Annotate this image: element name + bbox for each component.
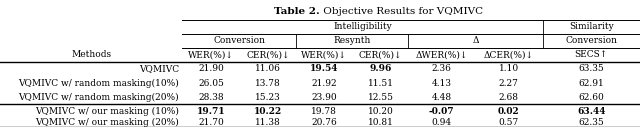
Text: VQMIVC w/ our masking (10%): VQMIVC w/ our masking (10%) [35,107,179,116]
Text: 9.96: 9.96 [369,64,392,73]
Text: 4.48: 4.48 [431,93,452,102]
Text: VQMIVC: VQMIVC [139,64,179,73]
Text: 19.71: 19.71 [197,107,225,116]
Text: 26.05: 26.05 [198,79,224,88]
Text: 13.78: 13.78 [255,79,281,88]
Text: 28.38: 28.38 [198,93,224,102]
Text: WER(%)↓: WER(%)↓ [301,50,347,59]
Text: 10.81: 10.81 [367,118,394,127]
Text: 0.02: 0.02 [498,107,520,116]
Text: ΔCER(%)↓: ΔCER(%)↓ [484,50,534,59]
Text: CER(%)↓: CER(%)↓ [359,50,402,59]
Text: VQMIVC w/ random masking(10%): VQMIVC w/ random masking(10%) [19,79,179,88]
Text: 20.76: 20.76 [311,118,337,127]
Text: 21.90: 21.90 [198,64,224,73]
Text: 19.54: 19.54 [310,64,339,73]
Text: 21.92: 21.92 [311,79,337,88]
Text: 11.06: 11.06 [255,64,281,73]
Text: Objective Results for VQMIVC: Objective Results for VQMIVC [320,7,483,16]
Text: VQMIVC w/ our masking (20%): VQMIVC w/ our masking (20%) [35,118,179,127]
Text: 0.94: 0.94 [431,118,452,127]
Text: 15.23: 15.23 [255,93,281,102]
Text: 62.91: 62.91 [579,79,604,88]
Text: CER(%)↓: CER(%)↓ [246,50,289,59]
Text: Intelligibility: Intelligibility [333,22,392,31]
Text: 2.36: 2.36 [431,64,452,73]
Text: Δ: Δ [472,36,479,45]
Text: -0.07: -0.07 [429,107,454,116]
Text: 19.78: 19.78 [311,107,337,116]
Text: 10.22: 10.22 [253,107,282,116]
Text: 23.90: 23.90 [311,93,337,102]
Text: 62.60: 62.60 [579,93,604,102]
Text: 1.10: 1.10 [499,64,519,73]
Text: VQMIVC w/ random masking(20%): VQMIVC w/ random masking(20%) [19,93,179,102]
Text: 63.44: 63.44 [577,107,605,116]
Text: 2.27: 2.27 [499,79,519,88]
Text: Similarity: Similarity [569,22,614,31]
Text: ΔWER(%)↓: ΔWER(%)↓ [415,50,468,59]
Text: Conversion: Conversion [213,36,265,45]
Text: 63.35: 63.35 [579,64,604,73]
Text: 10.20: 10.20 [367,107,394,116]
Text: 62.35: 62.35 [579,118,604,127]
Text: Conversion: Conversion [565,36,618,45]
Text: 2.68: 2.68 [499,93,519,102]
Text: 11.38: 11.38 [255,118,281,127]
Text: 4.13: 4.13 [431,79,452,88]
Text: Table 2.: Table 2. [275,7,320,16]
Text: 21.70: 21.70 [198,118,224,127]
Text: Resynth: Resynth [333,36,371,45]
Text: WER(%)↓: WER(%)↓ [188,50,234,59]
Text: 0.57: 0.57 [499,118,519,127]
Text: 12.55: 12.55 [367,93,394,102]
Text: 11.51: 11.51 [367,79,394,88]
Text: Methods: Methods [71,50,111,59]
Text: SECS↑: SECS↑ [575,50,608,59]
